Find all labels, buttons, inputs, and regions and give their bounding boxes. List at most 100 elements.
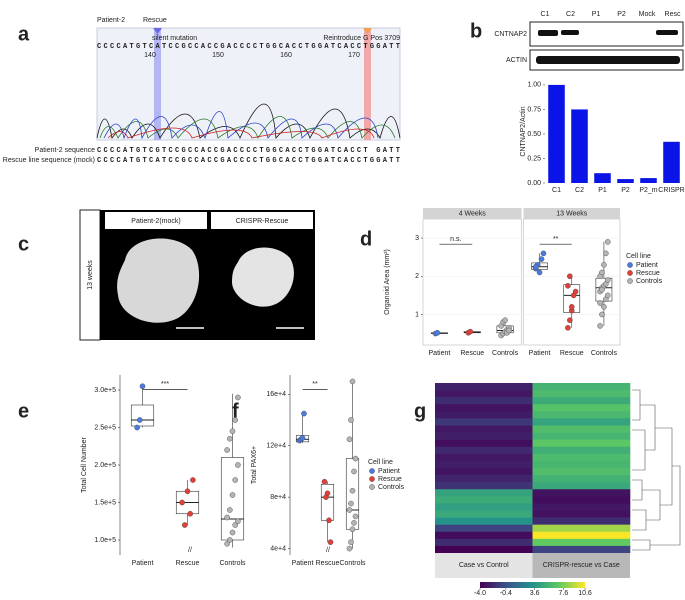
facet-strip: [423, 208, 522, 219]
image-title: CRISPR-Rescue: [236, 218, 289, 225]
image-header: [211, 212, 313, 229]
bar: [640, 178, 657, 183]
lane-label: C1: [541, 11, 550, 18]
image-header: [105, 212, 207, 229]
box: [220, 457, 245, 541]
heat-cell: [435, 517, 533, 525]
point: [538, 256, 545, 262]
y-tick-label: 1.00: [527, 82, 541, 89]
legend-label: Patient: [636, 262, 658, 269]
bar: [594, 173, 611, 183]
heat-cell: [532, 446, 631, 455]
y-tick-label: 4e+4: [270, 545, 286, 552]
x-tick-label: Patient: [292, 560, 314, 567]
point: [565, 325, 571, 331]
x-tick-label: Patient: [132, 560, 154, 567]
point: [540, 250, 547, 257]
x-tick-label: Patient: [429, 350, 451, 357]
column-label: Case vs Control: [459, 562, 509, 569]
point: [301, 410, 307, 417]
point: [346, 436, 353, 443]
reintro-highlight: [364, 28, 371, 140]
point: [603, 250, 609, 257]
x-tick-label: Rescue: [316, 560, 340, 567]
heat-cell: [435, 545, 533, 554]
dendrogram-branch: [632, 389, 681, 551]
heat-cell: [435, 411, 533, 419]
bar: [571, 109, 588, 183]
heat-cell: [532, 489, 631, 497]
point: [346, 507, 353, 513]
point: [597, 323, 603, 329]
heat-cell: [532, 545, 631, 554]
heat-cell: [435, 390, 533, 398]
column-strip: [435, 553, 533, 578]
legend-swatch: [627, 270, 633, 276]
row-label: Patient-2 sequence: [35, 147, 95, 154]
point: [601, 262, 607, 268]
heat-cell: [435, 404, 533, 412]
y-tick-label: 1.5e+5: [94, 499, 116, 506]
point: [229, 529, 236, 536]
position-label: 160: [280, 52, 292, 59]
heat-cell: [532, 496, 631, 504]
sig-label: **: [553, 236, 559, 243]
legend-label: Patient: [378, 468, 400, 475]
y-tick-label: 2.5e+5: [94, 424, 116, 431]
heat-cell: [435, 510, 533, 518]
sig-label: **: [312, 381, 318, 388]
heat-cell: [435, 439, 533, 448]
x-tick-label: Controls: [339, 560, 366, 567]
column-strip: [532, 553, 630, 578]
y-tick-label: 2.0e+5: [94, 462, 116, 469]
heat-cell: [532, 439, 631, 448]
point: [604, 239, 611, 245]
heat-cell: [435, 460, 533, 469]
reintro-arrow: [363, 28, 372, 34]
point: [224, 447, 230, 453]
x-tick-label: Controls: [492, 350, 519, 357]
silent-highlight: [154, 28, 161, 140]
heat-cell: [532, 432, 631, 440]
point: [599, 269, 605, 276]
protein-label: CNTNAP2: [494, 31, 527, 38]
point: [604, 277, 611, 283]
bar: [663, 141, 680, 183]
heat-cell: [435, 538, 533, 547]
point: [235, 462, 241, 468]
heat-cell: [435, 503, 533, 511]
y-tick-label: 8e+4: [270, 494, 286, 501]
colorbar-label: -0.4: [500, 590, 512, 597]
row-sequence: CCCCATGTCATCCGCCACCGACCCCTGGCACCTGGATCAC…: [97, 157, 400, 165]
lane-label: Resc: [665, 11, 681, 18]
heat-cell: [435, 475, 533, 483]
heat-cell: [532, 531, 631, 540]
point: [184, 488, 191, 495]
band: [656, 30, 678, 35]
heat-cell: [435, 397, 533, 405]
y-tick-label: 12e+4: [266, 443, 286, 450]
heat-cell: [435, 446, 533, 455]
dendrogram: [632, 389, 681, 551]
panel-label: d: [360, 228, 372, 250]
y-axis-label: CNTNAP2/Actin: [520, 106, 527, 156]
point: [352, 513, 359, 520]
point: [567, 317, 573, 323]
point: [467, 328, 474, 335]
heat-cell: [435, 425, 533, 433]
point: [226, 507, 233, 513]
column-label: CRISPR-rescue vs Case: [543, 562, 620, 569]
heat-cell: [532, 397, 631, 405]
trace: [103, 111, 379, 140]
point: [299, 435, 306, 441]
x-tick-label: Rescue: [560, 350, 584, 357]
band: [536, 56, 680, 64]
x-tick-label: Controls: [219, 560, 246, 567]
point: [190, 477, 196, 483]
trace-group: [96, 103, 401, 140]
point: [568, 304, 575, 310]
y-axis-label: Total Cell Number: [81, 437, 88, 493]
heat-cell: [532, 468, 631, 476]
heat-cell: [532, 482, 631, 490]
lane-label: Mock: [639, 11, 656, 18]
